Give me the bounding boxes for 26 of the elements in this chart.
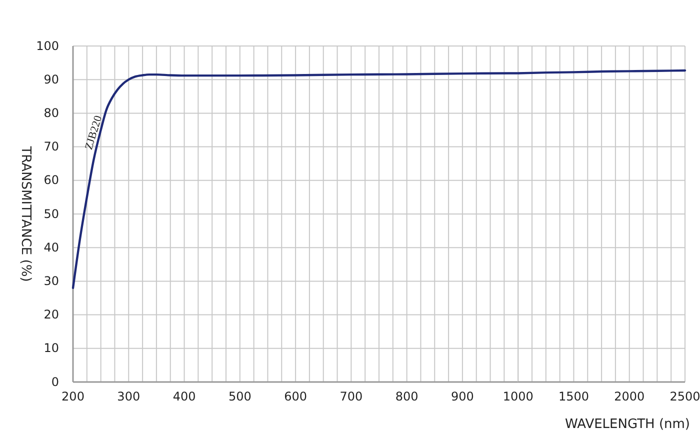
x-tick-label: 900	[451, 390, 474, 404]
x-tick-label: 700	[340, 390, 363, 404]
y-tick-label: 80	[44, 106, 59, 120]
x-axis-title: WAVELENGTH (nm)	[565, 417, 690, 432]
x-tick-label: 2500	[670, 390, 700, 404]
x-tick-label: 200	[62, 390, 84, 404]
x-tick-label: 600	[284, 390, 307, 404]
y-tick-label: 20	[44, 308, 59, 322]
x-tick-label: 1500	[558, 390, 589, 404]
y-tick-label: 0	[51, 374, 59, 389]
text: ZJB220	[82, 114, 105, 152]
x-tick-label: 400	[172, 390, 196, 404]
y-tick-label: 10	[44, 341, 59, 356]
x-tick-label: 1000	[502, 390, 534, 404]
y-tick-label: 40	[44, 240, 59, 254]
y-axis-title: TRANSMITTANCE (%)	[18, 145, 33, 282]
y-tick-label: 100	[36, 38, 59, 53]
x-tick-label: 300	[117, 390, 140, 404]
x-tick-label: 500	[228, 390, 252, 404]
y-tick-label: 90	[44, 72, 59, 86]
y-tick-label: 70	[44, 140, 59, 154]
x-tick-label: 800	[395, 390, 418, 404]
y-tick-label: 30	[44, 274, 59, 288]
y-tick-label: 60	[44, 173, 59, 188]
x-tick-label: 2000	[614, 390, 645, 404]
y-tick-label: 50	[44, 206, 59, 221]
